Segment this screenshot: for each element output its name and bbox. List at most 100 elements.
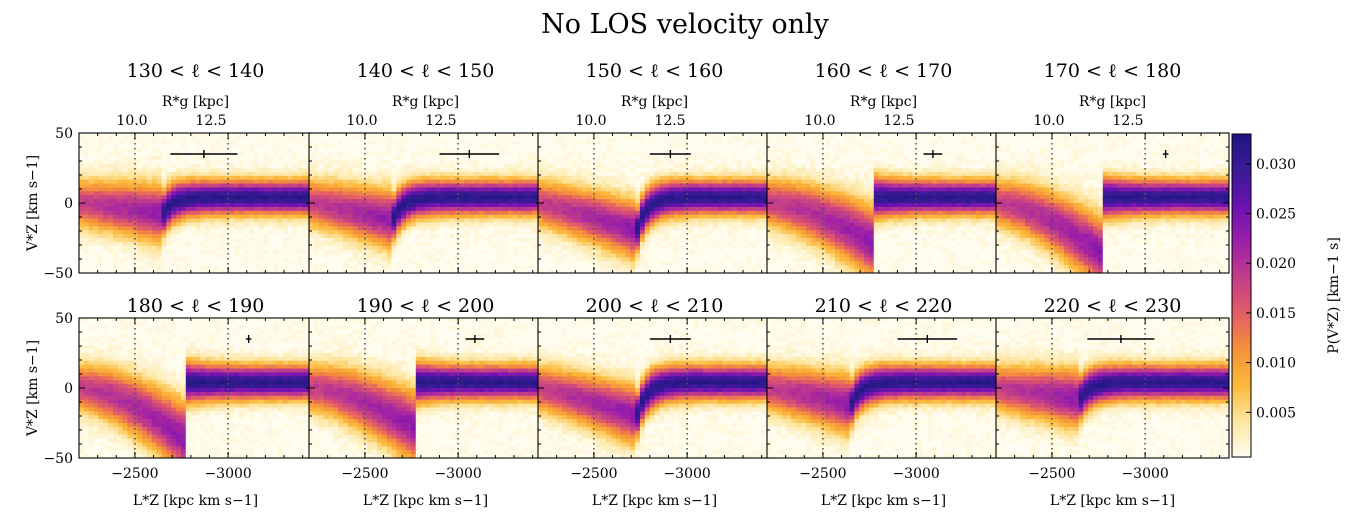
heatmap-cell bbox=[268, 141, 273, 145]
heatmap-cell bbox=[596, 145, 601, 149]
heatmap-cell bbox=[225, 222, 230, 226]
heatmap-cell bbox=[171, 211, 176, 215]
heatmap-cell bbox=[278, 137, 283, 141]
heatmap-cell bbox=[703, 230, 708, 234]
heatmap-cell bbox=[718, 191, 723, 195]
heatmap-cell bbox=[288, 265, 293, 269]
heatmap-cell bbox=[181, 160, 186, 164]
heatmap-cell bbox=[273, 257, 278, 261]
heatmap-cell bbox=[582, 160, 587, 164]
heatmap-cell bbox=[254, 199, 259, 203]
heatmap-cell bbox=[259, 180, 264, 184]
heatmap-cell bbox=[435, 207, 440, 211]
heatmap-cell bbox=[698, 133, 703, 137]
heatmap-cell bbox=[328, 219, 333, 223]
heatmap-cell bbox=[621, 254, 626, 258]
heatmap-cell bbox=[293, 156, 298, 160]
y-tick-label: 0 bbox=[64, 196, 73, 212]
heatmap-cell bbox=[421, 230, 426, 234]
heatmap-cell bbox=[343, 156, 348, 160]
heatmap-cell bbox=[309, 176, 314, 180]
heatmap-cell bbox=[591, 234, 596, 238]
heatmap-cell bbox=[640, 191, 645, 195]
heatmap-cell bbox=[79, 149, 84, 153]
heatmap-cell bbox=[679, 156, 684, 160]
heatmap-cell bbox=[328, 156, 333, 160]
heatmap-cell bbox=[283, 172, 288, 176]
heatmap-cell bbox=[713, 184, 718, 188]
heatmap-cell bbox=[693, 160, 698, 164]
heatmap-cell bbox=[319, 160, 324, 164]
heatmap-cell bbox=[273, 176, 278, 180]
heatmap-cell bbox=[616, 176, 621, 180]
heatmap-cell bbox=[532, 191, 537, 195]
heatmap-cell bbox=[79, 207, 84, 211]
heatmap-cell bbox=[382, 172, 387, 176]
heatmap-cell bbox=[392, 211, 397, 215]
heatmap-cell bbox=[309, 137, 314, 141]
heatmap-cell bbox=[249, 137, 254, 141]
heatmap-cell bbox=[484, 234, 489, 238]
heatmap-cell bbox=[263, 164, 268, 168]
heatmap-cell bbox=[577, 180, 582, 184]
heatmap-cell bbox=[297, 137, 302, 141]
heatmap-cell bbox=[655, 211, 660, 215]
heatmap-cell bbox=[249, 211, 254, 215]
heatmap-cell bbox=[94, 242, 99, 246]
heatmap-cell bbox=[548, 191, 553, 195]
heatmap-cell bbox=[513, 164, 518, 168]
heatmap-cell bbox=[302, 254, 307, 258]
heatmap-cell bbox=[118, 203, 123, 207]
heatmap-cell bbox=[225, 137, 230, 141]
heatmap-cell bbox=[664, 168, 669, 172]
heatmap-cell bbox=[210, 195, 215, 199]
heatmap-cell bbox=[664, 180, 669, 184]
heatmap-cell bbox=[205, 172, 210, 176]
heatmap-cell bbox=[445, 149, 450, 153]
top-axis-label: R*g [kpc] bbox=[392, 94, 459, 110]
heatmap-cell bbox=[553, 203, 558, 207]
heatmap-cell bbox=[416, 137, 421, 141]
heatmap-cell bbox=[113, 180, 118, 184]
heatmap-cell bbox=[401, 152, 406, 156]
heatmap-cell bbox=[523, 222, 528, 226]
heatmap-cell bbox=[469, 187, 474, 191]
heatmap-cell bbox=[200, 187, 205, 191]
heatmap-cell bbox=[655, 180, 660, 184]
heatmap-cell bbox=[200, 234, 205, 238]
heatmap-cell bbox=[703, 180, 708, 184]
heatmap-cell bbox=[450, 184, 455, 188]
heatmap-cell bbox=[587, 164, 592, 168]
heatmap-cell bbox=[596, 234, 601, 238]
heatmap-cell bbox=[152, 226, 157, 230]
heatmap-cell bbox=[508, 199, 513, 203]
heatmap-cell bbox=[338, 234, 343, 238]
heatmap-cell bbox=[445, 164, 450, 168]
heatmap-cell bbox=[137, 242, 142, 246]
heatmap-cell bbox=[118, 254, 123, 258]
heatmap-cell bbox=[278, 160, 283, 164]
heatmap-cell bbox=[479, 168, 484, 172]
heatmap-cell bbox=[469, 137, 474, 141]
heatmap-cell bbox=[674, 203, 679, 207]
heatmap-cell bbox=[567, 265, 572, 269]
heatmap-cell bbox=[108, 160, 113, 164]
heatmap-cell bbox=[543, 203, 548, 207]
heatmap-cell bbox=[103, 137, 108, 141]
heatmap-cell bbox=[645, 187, 650, 191]
heatmap-cell bbox=[89, 149, 94, 153]
heatmap-cell bbox=[688, 261, 693, 265]
heatmap-cell bbox=[669, 238, 674, 242]
heatmap-cell bbox=[162, 250, 167, 254]
heatmap-cell bbox=[606, 145, 611, 149]
heatmap-cell bbox=[527, 207, 532, 211]
heatmap-cell bbox=[309, 207, 314, 211]
heatmap-cell bbox=[727, 222, 732, 226]
heatmap-cell bbox=[621, 152, 626, 156]
heatmap-cell bbox=[372, 152, 377, 156]
heatmap-cell bbox=[147, 257, 152, 261]
heatmap-cell bbox=[718, 156, 723, 160]
heatmap-cell bbox=[518, 149, 523, 153]
heatmap-cell bbox=[518, 199, 523, 203]
heatmap-cell bbox=[718, 254, 723, 258]
